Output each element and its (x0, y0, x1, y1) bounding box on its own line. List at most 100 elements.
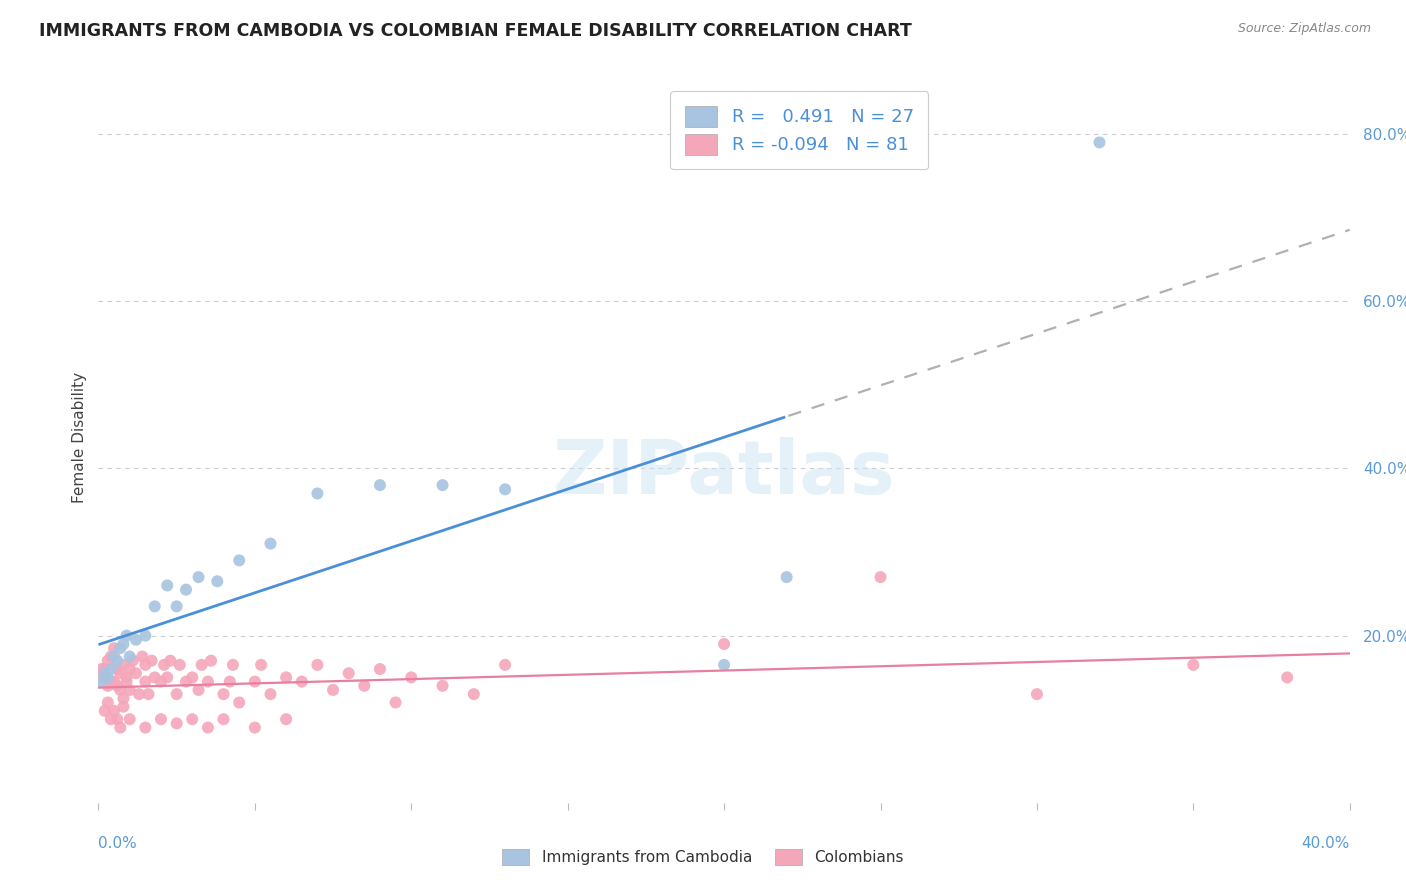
Point (159, 654, 181, 668)
Point (134, 721, 156, 735)
Point (432, 478, 454, 492)
Point (713, 657, 735, 672)
Point (93, 704, 115, 718)
Point (166, 687, 188, 701)
Point (307, 657, 329, 672)
Point (93, 662, 115, 676)
Point (118, 649, 141, 664)
Point (1277, 670, 1299, 684)
Point (143, 599, 166, 614)
Point (169, 657, 191, 672)
Point (368, 662, 391, 676)
Point (112, 699, 135, 714)
Point (110, 666, 132, 681)
Point (494, 483, 516, 497)
Point (222, 657, 245, 672)
Point (97, 679, 120, 693)
Point (100, 662, 122, 676)
Point (90, 662, 112, 676)
Point (112, 637, 135, 651)
Point (103, 641, 125, 656)
Point (337, 666, 360, 681)
Point (463, 687, 485, 701)
Point (181, 670, 204, 684)
Point (90, 670, 112, 684)
Point (243, 674, 266, 689)
Point (1026, 687, 1049, 701)
Point (131, 649, 153, 664)
Text: Source: ZipAtlas.com: Source: ZipAtlas.com (1237, 22, 1371, 36)
Point (274, 670, 298, 684)
Point (103, 649, 125, 664)
Point (128, 687, 150, 701)
Point (200, 654, 222, 668)
Point (100, 712, 122, 726)
Y-axis label: Female Disability: Female Disability (72, 371, 87, 503)
Point (110, 721, 132, 735)
Point (384, 696, 406, 710)
Point (110, 641, 132, 656)
Point (93, 666, 115, 681)
Point (174, 674, 197, 689)
Point (156, 578, 179, 592)
Point (207, 574, 229, 589)
Point (218, 674, 240, 689)
Point (134, 674, 156, 689)
Point (121, 654, 143, 668)
Point (105, 662, 128, 676)
Point (115, 674, 138, 689)
Point (228, 696, 250, 710)
Point (110, 682, 132, 697)
Point (141, 654, 163, 668)
Point (105, 712, 128, 726)
Point (259, 687, 281, 701)
Point (105, 679, 128, 693)
Point (228, 553, 250, 567)
Point (153, 657, 176, 672)
Point (713, 637, 735, 651)
Text: 40.0%: 40.0% (1302, 836, 1350, 851)
Point (307, 486, 329, 500)
Point (274, 712, 298, 726)
Point (90, 674, 112, 689)
Text: IMMIGRANTS FROM CAMBODIA VS COLOMBIAN FEMALE DISABILITY CORRELATION CHART: IMMIGRANTS FROM CAMBODIA VS COLOMBIAN FE… (39, 22, 912, 40)
Point (125, 666, 148, 681)
Text: 0.0%: 0.0% (98, 836, 138, 851)
Point (1088, 136, 1111, 150)
Legend: Immigrants from Cambodia, Colombians: Immigrants from Cambodia, Colombians (496, 843, 910, 871)
Point (97, 654, 120, 668)
Point (100, 649, 122, 664)
Point (134, 657, 156, 672)
Point (97, 670, 120, 684)
Point (197, 721, 219, 735)
Point (197, 674, 219, 689)
Point (250, 657, 273, 672)
Point (166, 716, 188, 731)
Point (143, 670, 166, 684)
Point (112, 691, 135, 706)
Point (494, 657, 516, 672)
Point (118, 662, 141, 676)
Text: ZIPatlas: ZIPatlas (553, 437, 896, 510)
Point (93, 670, 115, 684)
Point (291, 674, 314, 689)
Point (368, 478, 391, 492)
Point (776, 570, 799, 584)
Point (243, 721, 266, 735)
Point (138, 687, 160, 701)
Point (212, 712, 235, 726)
Point (432, 679, 454, 693)
Point (322, 682, 344, 697)
Point (259, 536, 281, 550)
Point (187, 570, 209, 584)
Point (112, 657, 135, 672)
Point (150, 712, 173, 726)
Point (212, 687, 235, 701)
Point (100, 674, 122, 689)
Point (353, 679, 375, 693)
Point (115, 670, 138, 684)
Point (134, 629, 156, 643)
Legend: R =   0.491   N = 27, R = -0.094   N = 81: R = 0.491 N = 27, R = -0.094 N = 81 (671, 91, 928, 169)
Point (125, 632, 148, 647)
Point (105, 654, 128, 668)
